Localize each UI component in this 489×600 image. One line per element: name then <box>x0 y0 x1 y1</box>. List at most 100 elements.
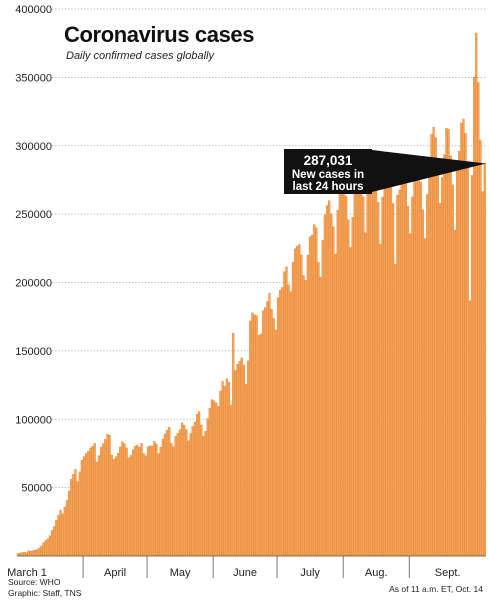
bar <box>400 154 403 557</box>
source-note: Source: WHO <box>8 577 61 587</box>
bar <box>144 455 147 557</box>
bar <box>293 248 297 557</box>
bar <box>447 129 450 557</box>
bar <box>247 360 250 557</box>
bar <box>50 530 54 557</box>
bar <box>117 452 120 557</box>
bar <box>210 399 214 557</box>
bar <box>140 443 143 557</box>
bar <box>46 538 49 557</box>
bar <box>349 247 352 557</box>
bar <box>249 320 252 557</box>
bar <box>102 443 105 557</box>
callout-background <box>284 149 372 194</box>
x-tick-label: July <box>300 567 320 579</box>
bar <box>421 209 425 557</box>
bar <box>336 210 339 557</box>
bar <box>451 184 454 557</box>
chart-title: Coronavirus cases <box>64 22 254 47</box>
bar <box>93 443 96 557</box>
bar <box>114 456 118 557</box>
bar <box>330 213 333 557</box>
bar <box>306 254 309 557</box>
bar <box>404 176 407 557</box>
x-tick-label: Sept. <box>435 567 461 579</box>
x-tick-label: April <box>104 567 126 579</box>
bar <box>328 200 331 557</box>
bar <box>53 526 56 557</box>
bar <box>97 455 101 557</box>
bar <box>108 435 111 557</box>
y-tick-label: 200000 <box>15 278 52 290</box>
bar <box>38 547 41 557</box>
bar <box>63 506 66 557</box>
bar <box>119 446 122 557</box>
bar <box>33 550 37 557</box>
bar <box>470 175 474 557</box>
bar <box>42 542 45 557</box>
bar <box>413 176 416 557</box>
y-tick-label: 300000 <box>15 141 52 153</box>
bar <box>255 315 258 557</box>
bar <box>285 266 288 557</box>
bar <box>462 118 465 557</box>
bar <box>151 446 154 557</box>
callout-pointer <box>372 150 486 192</box>
bar <box>298 244 301 557</box>
bar <box>95 461 98 557</box>
bar <box>40 545 43 557</box>
bar <box>455 163 459 557</box>
x-tick-label: March 1 <box>7 567 47 579</box>
bar <box>240 357 243 557</box>
bar <box>351 217 354 557</box>
bar <box>70 479 73 557</box>
bar <box>475 32 478 557</box>
y-tick-label: 400000 <box>15 4 52 16</box>
bar <box>44 540 47 557</box>
bar <box>172 446 175 557</box>
bar <box>402 156 405 557</box>
bar <box>195 414 199 557</box>
bar <box>323 214 326 557</box>
bar <box>370 155 373 557</box>
bar <box>215 402 218 557</box>
bar <box>36 549 39 557</box>
bar <box>264 307 267 557</box>
bar <box>136 444 139 557</box>
bar <box>157 453 160 557</box>
bar <box>313 224 316 557</box>
bar <box>104 439 107 557</box>
y-tick-label: 250000 <box>15 209 52 221</box>
bar <box>289 291 292 557</box>
bar <box>417 164 420 557</box>
callout-line-2: last 24 hours <box>293 181 364 193</box>
bar <box>381 196 384 557</box>
bar <box>99 446 103 557</box>
bar <box>364 232 367 557</box>
bar <box>464 133 467 557</box>
bar <box>270 309 273 557</box>
bar <box>185 429 188 557</box>
bar <box>123 443 126 557</box>
bar <box>319 277 322 557</box>
bar <box>159 446 162 557</box>
bar <box>127 457 130 557</box>
bar <box>138 447 141 557</box>
bar <box>244 384 248 557</box>
bar <box>202 436 205 557</box>
bar <box>142 453 145 557</box>
bar <box>392 203 395 557</box>
bar <box>466 164 469 557</box>
bar <box>25 552 28 557</box>
bar <box>415 158 418 557</box>
bar <box>253 314 256 557</box>
bar <box>325 205 329 557</box>
bar <box>257 335 260 557</box>
bar <box>189 433 192 557</box>
bar <box>129 455 132 557</box>
bar <box>183 425 186 557</box>
bar <box>106 434 109 557</box>
bar <box>389 172 393 557</box>
bar <box>82 456 86 557</box>
bar <box>419 181 422 557</box>
